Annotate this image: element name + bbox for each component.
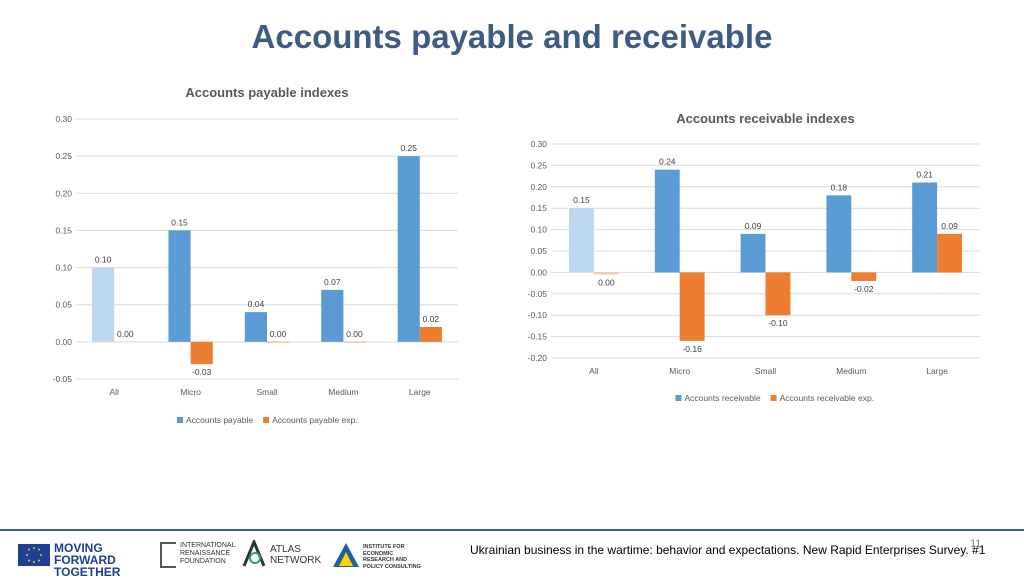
y-tick-label: 0.15: [530, 203, 547, 213]
bar: [765, 272, 791, 316]
footer-rule: [0, 529, 1024, 531]
ier-logo-text: INSTITUTE FOR ECONOMIC RESEARCH AND POLI…: [363, 544, 421, 570]
data-label: 0.00: [270, 329, 287, 339]
y-tick-label: 0.00: [530, 267, 547, 277]
data-label: 0.15: [573, 195, 590, 205]
accounts-receivable-chart: Accounts receivable indexes -0.20 -0.15 -0.…: [528, 111, 980, 403]
data-label: 0.10: [95, 255, 112, 265]
data-label: 0.00: [117, 329, 134, 339]
x-tick-label: Micro: [669, 366, 690, 376]
data-label: 0.04: [248, 299, 265, 309]
legend-swatch: [675, 395, 682, 401]
legend-label: Accounts payable: [186, 415, 253, 425]
data-label: -0.02: [854, 284, 874, 294]
data-label: -0.16: [682, 344, 702, 354]
irf-logo: INTERNATIONAL RENAISSANCE FOUNDATION: [160, 540, 235, 570]
legend-swatch: [263, 417, 270, 423]
legend-swatch: [177, 417, 183, 423]
bar: [912, 182, 938, 273]
bar: [937, 233, 962, 273]
y-tick-label: 0.25: [55, 151, 72, 161]
bar: [343, 341, 366, 343]
bar: [114, 341, 137, 343]
x-tick-label: Micro: [180, 387, 201, 397]
legend-label: Accounts payable exp.: [272, 415, 358, 425]
bar: [593, 272, 619, 275]
footer-caption: Ukrainian business in the wartime: behav…: [470, 543, 986, 557]
bar: [397, 156, 420, 342]
data-label: 0.25: [400, 143, 417, 153]
accounts-payable-chart: Accounts payable indexes -0.05 0.00 0.05 0.1…: [53, 85, 458, 425]
y-tick-label: 0.20: [530, 182, 547, 192]
data-label: 0.02: [423, 314, 440, 324]
x-tick-label: Medium: [328, 387, 358, 397]
eu-logo: MOVING FORWARD TOGETHER: [18, 540, 148, 578]
x-tick-label: Small: [755, 366, 776, 376]
bar: [190, 341, 213, 365]
bar: [740, 233, 766, 273]
data-label: 0.00: [598, 278, 615, 288]
x-tick-label: Small: [256, 387, 277, 397]
bar: [267, 341, 290, 343]
y-tick-label: 0.30: [55, 114, 72, 124]
bar: [851, 272, 877, 281]
x-tick-label: All: [109, 387, 119, 397]
y-tick-label: -0.15: [528, 332, 548, 342]
data-label: 0.09: [745, 221, 762, 231]
atlas-logo-text: ATLAS NETWORK: [270, 544, 322, 566]
x-tick-label: Medium: [836, 366, 866, 376]
y-tick-label: 0.10: [55, 263, 72, 273]
bar: [168, 230, 191, 342]
legend-label: Accounts receivable exp.: [780, 393, 875, 403]
y-tick-label: 0.20: [55, 188, 72, 198]
y-tick-label: 0.00: [55, 337, 72, 347]
y-tick-label: 0.30: [530, 139, 547, 149]
bar: [244, 312, 267, 342]
y-tick-label: -0.10: [528, 310, 548, 320]
y-tick-label: 0.05: [530, 246, 547, 256]
y-tick-label: 0.10: [530, 225, 547, 235]
data-label: -0.10: [768, 318, 788, 328]
page-number: 11: [970, 538, 982, 550]
data-label: 0.18: [831, 182, 848, 192]
x-tick-label: Large: [926, 366, 948, 376]
y-tick-label: 0.25: [530, 160, 547, 170]
bar: [419, 327, 442, 342]
atlas-logo: ATLAS NETWORK: [242, 540, 322, 570]
x-tick-label: Large: [409, 387, 431, 397]
y-tick-label: -0.05: [53, 374, 73, 384]
legend-label: Accounts receivable: [685, 393, 761, 403]
data-label: 0.15: [171, 217, 188, 227]
data-label: 0.07: [324, 277, 341, 287]
y-tick-label: 0.15: [55, 225, 72, 235]
y-tick-label: -0.05: [528, 289, 548, 299]
x-tick-label: All: [589, 366, 599, 376]
eu-logo-text: MOVING FORWARD TOGETHER: [54, 541, 121, 579]
chart-title: Accounts payable indexes: [185, 85, 348, 100]
y-tick-label: -0.20: [528, 353, 548, 363]
bar: [679, 272, 705, 341]
ier-logo: INSTITUTE FOR ECONOMIC RESEARCH AND POLI…: [332, 540, 427, 570]
bar: [321, 289, 344, 342]
bar: [826, 195, 852, 273]
chart-title: Accounts receivable indexes: [676, 111, 854, 126]
slide-title: Accounts payable and receivable: [251, 18, 773, 55]
eu-flag-icon: [18, 544, 50, 566]
irf-mark-icon: [160, 542, 176, 568]
y-tick-label: 0.05: [55, 300, 72, 310]
bar: [654, 169, 680, 273]
ier-mark-icon: [333, 543, 359, 567]
irf-logo-text: INTERNATIONAL RENAISSANCE FOUNDATION: [180, 542, 236, 565]
data-label: 0.21: [916, 170, 933, 180]
data-label: 0.09: [941, 221, 958, 231]
data-label: -0.03: [192, 367, 212, 377]
atlas-mark-icon: [242, 540, 266, 567]
data-label: 0.24: [659, 157, 676, 167]
bar: [569, 208, 594, 273]
bar: [92, 267, 115, 342]
legend-swatch: [770, 395, 777, 401]
data-label: 0.00: [346, 329, 363, 339]
